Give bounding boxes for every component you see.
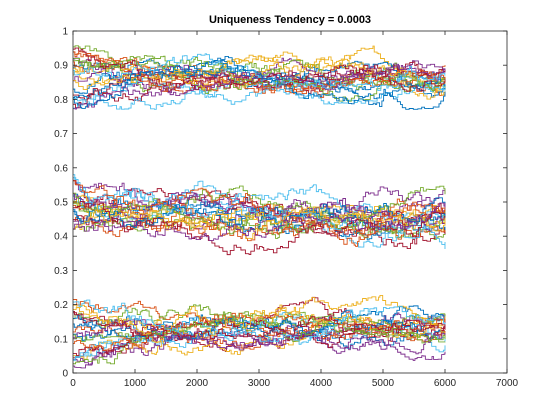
x-tick-label-5: 5000 [372,378,395,389]
x-tick-label-2: 2000 [186,378,209,389]
series-line-band-2-17 [73,174,446,249]
y-tick-label-1: 0.1 [54,334,68,345]
series-line-band-3-1 [73,325,446,359]
y-tick-label-9: 0.9 [54,61,68,72]
series-line-band-1-9 [73,57,446,95]
series-line-band-2-4 [73,180,446,250]
chart-title: Uniqueness Tendency = 0.0003 [209,14,371,26]
series-line-band-3-21 [73,299,446,345]
series-line-band-1-3 [73,45,446,96]
series-line-band-3-19 [73,319,446,355]
series-line-band-2-15 [73,193,446,231]
x-tick-label-6: 6000 [434,378,457,389]
series-layer [73,45,446,369]
x-tick-label-3: 3000 [248,378,271,389]
y-tick-label-0: 0 [62,369,68,380]
axes-layer: 0 1000 2000 3000 4000 5000 6000 7000 0 0.1 0.2 0.3 0… [54,27,518,390]
series-line-band-2-16 [73,185,446,239]
series-line-band-3-13 [73,311,446,365]
series-line-band-3-16 [73,315,446,342]
series-line-band-3-20 [73,312,446,343]
x-tick-label-1: 1000 [124,378,147,389]
plot-area: 0 1000 2000 3000 4000 5000 6000 7000 0 0.1 0.2 0.3 0… [54,27,518,390]
series-line-band-2-13 [73,198,446,242]
series-line-band-3-18 [73,304,446,343]
y-tick-label-10: 1 [62,27,68,38]
x-tick-label-7: 7000 [496,378,519,389]
y-tick-label-3: 0.3 [54,266,68,277]
x-tick-label-0: 0 [70,378,76,389]
y-tick-label-5: 0.5 [54,198,68,209]
y-tick-label-6: 0.6 [54,163,68,174]
series-line-band-3-22 [73,312,446,340]
series-line-band-1-18 [73,64,446,110]
y-tick-label-4: 0.4 [54,232,68,243]
series-line-band-1-21 [73,47,446,92]
series-line-band-3-3 [73,299,446,338]
series-line-band-2-22 [73,202,446,241]
x-tick-label-4: 4000 [310,378,333,389]
series-line-band-1-22 [73,62,446,110]
y-tick-label-7: 0.7 [54,129,68,140]
series-line-band-3-17 [73,312,446,351]
y-tick-label-8: 0.8 [54,95,68,106]
series-line-band-3-12 [73,331,446,366]
series-line-band-1-20 [73,53,446,91]
series-line-band-2-6 [73,215,446,240]
y-tick-label-2: 0.2 [54,300,68,311]
series-line-band-2-19 [73,197,446,233]
series-line-band-1-6 [73,69,446,106]
series-line-band-2-20 [73,180,446,247]
